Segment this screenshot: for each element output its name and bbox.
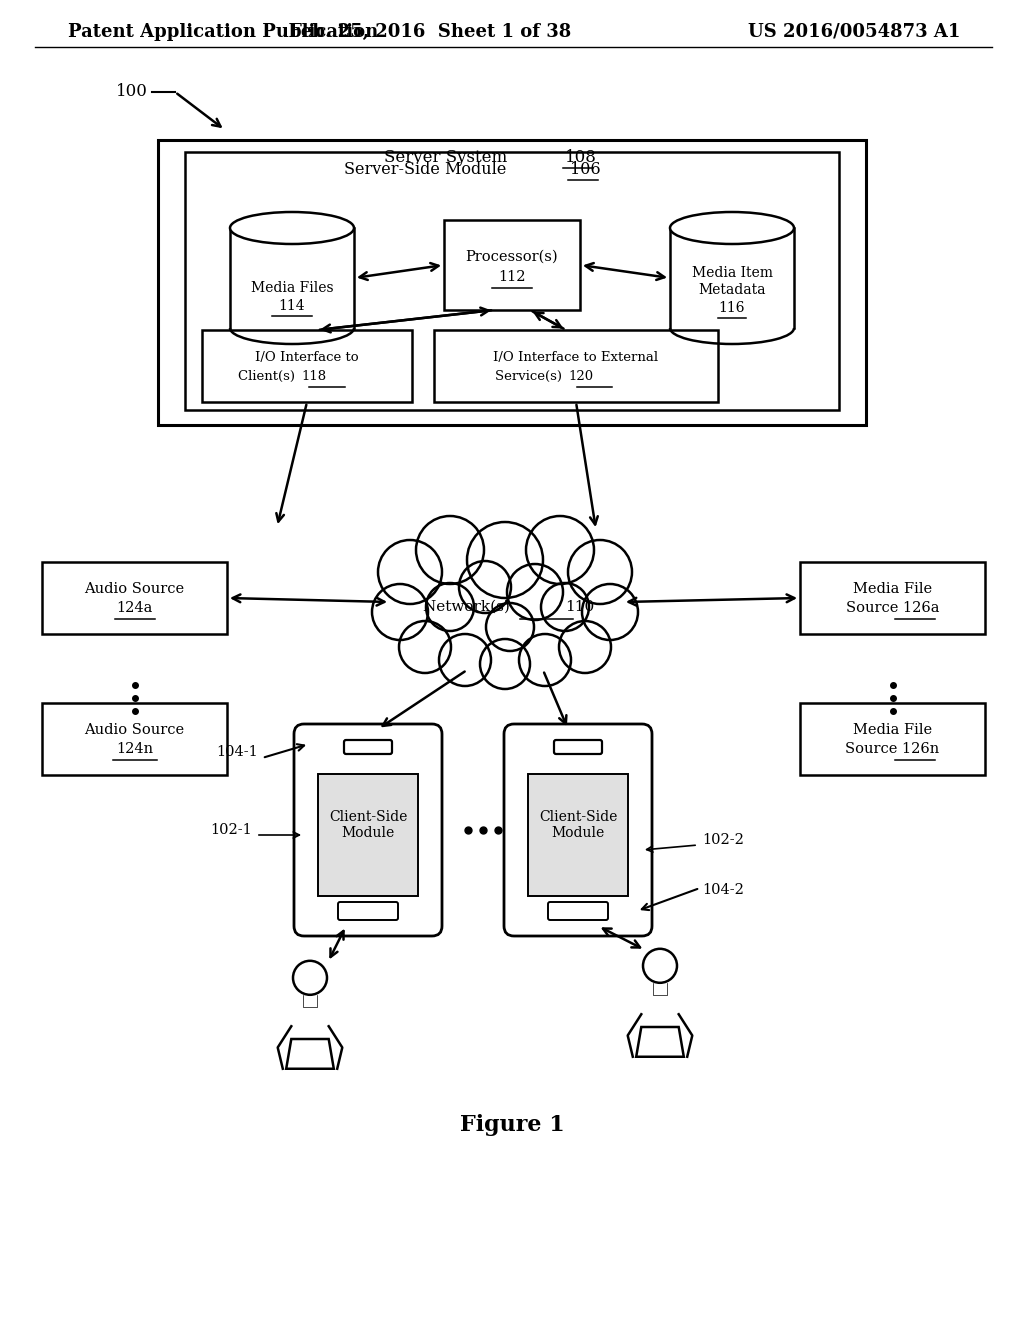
- FancyBboxPatch shape: [344, 741, 392, 754]
- Text: 124n: 124n: [116, 742, 153, 756]
- FancyBboxPatch shape: [548, 902, 608, 920]
- Text: US 2016/0054873 A1: US 2016/0054873 A1: [748, 22, 961, 41]
- Bar: [318, 774, 418, 896]
- Text: Audio Source: Audio Source: [84, 582, 184, 597]
- Bar: [444, 220, 580, 310]
- Text: Feb. 25, 2016  Sheet 1 of 38: Feb. 25, 2016 Sheet 1 of 38: [289, 22, 571, 41]
- Text: Patent Application Publication: Patent Application Publication: [68, 22, 378, 41]
- Text: 102-1: 102-1: [210, 822, 252, 837]
- Text: Client-Side
Module: Client-Side Module: [539, 810, 617, 840]
- Text: 100: 100: [116, 83, 148, 100]
- Bar: [800, 562, 985, 634]
- Text: 116: 116: [719, 301, 745, 315]
- Circle shape: [486, 603, 534, 651]
- FancyBboxPatch shape: [504, 723, 652, 936]
- Text: I/O Interface to External: I/O Interface to External: [494, 351, 658, 363]
- Circle shape: [559, 620, 611, 673]
- Bar: [434, 330, 718, 403]
- Text: Audio Source: Audio Source: [84, 723, 184, 737]
- Circle shape: [467, 521, 543, 598]
- Polygon shape: [636, 1027, 684, 1057]
- Circle shape: [507, 564, 563, 620]
- Text: Client(s): Client(s): [238, 370, 299, 383]
- Text: Metadata: Metadata: [698, 282, 766, 297]
- Circle shape: [541, 583, 589, 631]
- Ellipse shape: [670, 213, 794, 244]
- FancyBboxPatch shape: [338, 902, 398, 920]
- Text: 118: 118: [302, 370, 327, 383]
- Text: 114: 114: [279, 300, 305, 313]
- Bar: [202, 330, 412, 403]
- FancyBboxPatch shape: [554, 741, 602, 754]
- Text: 108: 108: [565, 149, 597, 166]
- Text: Source 126a: Source 126a: [846, 601, 939, 615]
- Text: 106: 106: [570, 161, 601, 178]
- Bar: [800, 704, 985, 775]
- Text: Client-Side
Module: Client-Side Module: [329, 810, 408, 840]
- Circle shape: [582, 583, 638, 640]
- Text: Server-Side Module: Server-Side Module: [344, 161, 512, 178]
- Bar: [42, 704, 227, 775]
- Text: 112: 112: [499, 271, 525, 284]
- Text: Media Files: Media Files: [251, 281, 334, 294]
- Bar: [42, 562, 227, 634]
- Text: Media File: Media File: [853, 582, 932, 597]
- Circle shape: [416, 516, 484, 583]
- Text: Server System: Server System: [384, 149, 512, 166]
- Text: Media Item: Media Item: [691, 267, 772, 280]
- Text: Media File: Media File: [853, 723, 932, 737]
- Circle shape: [378, 540, 442, 605]
- Circle shape: [568, 540, 632, 605]
- Polygon shape: [286, 1039, 334, 1069]
- Text: 104-2: 104-2: [702, 883, 743, 898]
- Bar: [670, 228, 794, 327]
- Circle shape: [439, 634, 490, 686]
- Circle shape: [372, 583, 428, 640]
- Circle shape: [519, 634, 571, 686]
- FancyBboxPatch shape: [294, 723, 442, 936]
- Text: 102-2: 102-2: [702, 833, 743, 847]
- Ellipse shape: [230, 213, 354, 244]
- Text: Figure 1: Figure 1: [460, 1114, 564, 1137]
- Circle shape: [526, 516, 594, 583]
- Text: I/O Interface to: I/O Interface to: [255, 351, 358, 363]
- Bar: [158, 140, 866, 425]
- Circle shape: [459, 561, 511, 612]
- Circle shape: [399, 620, 451, 673]
- Text: 110: 110: [565, 601, 594, 614]
- Bar: [230, 228, 354, 327]
- Bar: [185, 152, 839, 411]
- Text: 120: 120: [569, 370, 594, 383]
- Text: 124a: 124a: [117, 601, 153, 615]
- Text: Source 126n: Source 126n: [846, 742, 940, 756]
- Bar: [528, 774, 628, 896]
- Circle shape: [643, 949, 677, 983]
- Text: Network(s): Network(s): [423, 601, 515, 614]
- Circle shape: [480, 639, 530, 689]
- Circle shape: [293, 961, 327, 995]
- Text: Processor(s): Processor(s): [466, 249, 558, 264]
- Text: Service(s): Service(s): [495, 370, 566, 383]
- Circle shape: [426, 583, 474, 631]
- Text: 104-1: 104-1: [216, 744, 258, 759]
